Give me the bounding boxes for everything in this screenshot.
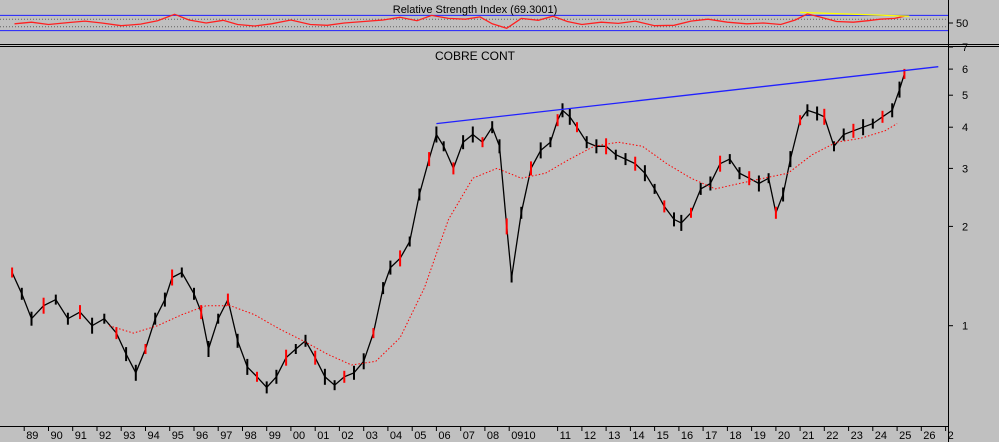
y-tick-label-1: 2	[962, 221, 968, 233]
x-tick-label-16: 05	[414, 430, 426, 442]
y-tick-label-5: 6	[962, 64, 968, 76]
x-tick-label-35: 25	[899, 430, 911, 442]
x-tick-label-3: 92	[99, 430, 111, 442]
x-tick-label-1: 90	[51, 430, 63, 442]
x-tick-label-8: 97	[220, 430, 232, 442]
rsi-y-tick-label-0: 50	[956, 18, 968, 30]
x-tick-label-33: 23	[851, 430, 863, 442]
x-tick-label-10: 99	[269, 430, 281, 442]
rsi-series-line-1	[800, 11, 910, 17]
x-tick-label-12: 01	[317, 430, 329, 442]
x-tick-label-15: 04	[390, 430, 402, 442]
x-tick-label-20: 0910	[511, 430, 535, 442]
price-title: COBRE CONT	[435, 49, 516, 63]
price-series	[11, 66, 939, 394]
x-tick-label-13: 02	[341, 430, 353, 442]
y-axis-ticks: 1 2 3 4 5 6 7 50	[948, 18, 968, 333]
x-tick-label-9: 98	[245, 430, 257, 442]
x-tick-label-17: 06	[438, 430, 450, 442]
y-tick-label-4: 5	[962, 90, 968, 102]
y-tick-label-3: 4	[962, 122, 968, 134]
x-axis-ticks: 89 90 91 92 93 94 95 96 97 98 99 00 01 02 03 04 05 06 07 08…	[23, 426, 954, 442]
x-tick-label-34: 24	[875, 430, 887, 442]
x-tick-label-5: 94	[148, 430, 160, 442]
x-tick-label-4: 93	[123, 430, 135, 442]
x-tick-label-24: 14	[632, 430, 644, 442]
rsi-series-line-0	[14, 13, 905, 30]
x-tick-label-0: 89	[26, 430, 38, 442]
x-tick-label-6: 95	[172, 430, 184, 442]
y-tick-label-2: 3	[962, 163, 968, 175]
x-tick-label-23: 13	[608, 430, 620, 442]
x-tick-label-32: 22	[826, 430, 838, 442]
x-tick-label-18: 07	[463, 430, 475, 442]
x-tick-label-31: 21	[802, 430, 814, 442]
x-tick-label-22: 12	[584, 430, 596, 442]
x-tick-label-14: 03	[366, 430, 378, 442]
x-tick-label-7: 96	[196, 430, 208, 442]
x-tick-label-27: 17	[705, 430, 717, 442]
price-series-line-2	[436, 66, 939, 125]
rsi-title: Relative Strength Index (69.3001)	[393, 4, 558, 16]
x-tick-label-26: 16	[681, 430, 693, 442]
x-tick-label-11: 00	[293, 430, 305, 442]
x-tick-label-25: 15	[657, 430, 669, 442]
rsi-reference-lines	[0, 14, 948, 32]
x-tick-label-36: 26	[923, 430, 935, 442]
x-tick-label-29: 19	[754, 430, 766, 442]
x-tick-label-21: 11	[560, 430, 571, 442]
y-tick-label-0: 1	[962, 321, 968, 333]
price-series-line-1	[108, 123, 898, 366]
x-tick-label-30: 20	[778, 430, 790, 442]
x-tick-label-2: 91	[75, 430, 87, 442]
y-tick-label-6: 7	[962, 42, 968, 54]
rsi-series	[14, 11, 910, 30]
x-tick-label-19: 08	[487, 430, 499, 442]
x-tick-label-37: 2	[948, 430, 954, 442]
x-tick-label-28: 18	[729, 430, 741, 442]
